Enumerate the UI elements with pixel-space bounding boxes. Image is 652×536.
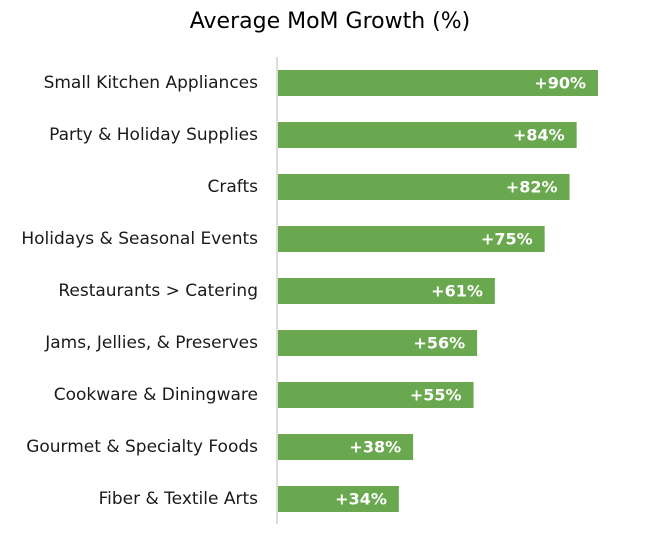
bar-data-label: +61% bbox=[431, 282, 483, 301]
bar-data-label: +84% bbox=[513, 126, 565, 145]
category-label: Restaurants > Catering bbox=[58, 281, 258, 301]
bar bbox=[278, 434, 414, 460]
category-label: Fiber & Textile Arts bbox=[99, 489, 259, 509]
category-label: Cookware & Diningware bbox=[54, 385, 258, 405]
bar bbox=[278, 382, 474, 408]
category-label: Holidays & Seasonal Events bbox=[21, 229, 258, 249]
category-label: Crafts bbox=[208, 177, 259, 197]
category-label: Small Kitchen Appliances bbox=[44, 73, 259, 93]
bar-data-label: +82% bbox=[506, 178, 558, 197]
bars-layer bbox=[278, 70, 598, 512]
bar-data-label: +55% bbox=[410, 386, 462, 405]
bar bbox=[278, 174, 570, 200]
category-label: Gourmet & Specialty Foods bbox=[26, 437, 258, 457]
bar-data-label: +38% bbox=[349, 438, 401, 457]
bar-data-label: +75% bbox=[481, 230, 533, 249]
bar bbox=[278, 70, 598, 96]
labels-layer: Small Kitchen Appliances +90% Party & Holi… bbox=[21, 73, 586, 509]
bar-data-label: +90% bbox=[534, 74, 586, 93]
bar bbox=[278, 330, 478, 356]
category-label: Jams, Jellies, & Preserves bbox=[44, 333, 258, 353]
bar bbox=[278, 122, 577, 148]
bar-data-label: +56% bbox=[413, 334, 465, 353]
bar bbox=[278, 278, 495, 304]
bar-data-label: +34% bbox=[335, 490, 387, 509]
category-label: Party & Holiday Supplies bbox=[49, 125, 258, 145]
bar bbox=[278, 486, 399, 512]
bar bbox=[278, 226, 545, 252]
chart-title: Average MoM Growth (%) bbox=[190, 9, 470, 34]
